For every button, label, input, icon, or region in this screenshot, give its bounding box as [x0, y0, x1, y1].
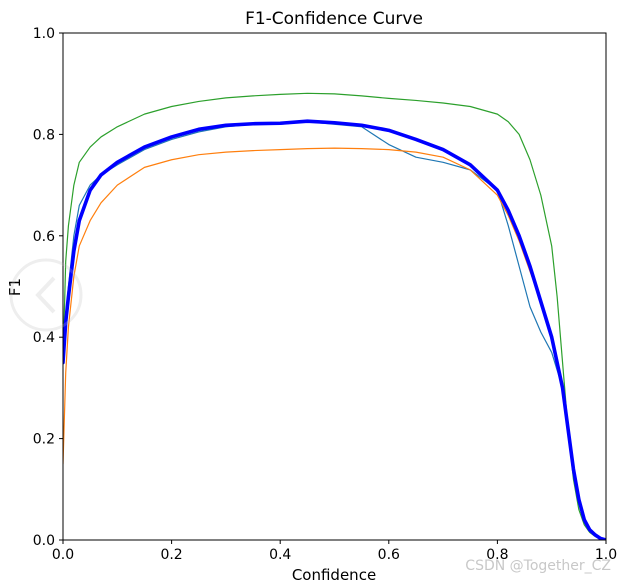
- y-tick-label: 0.4: [33, 330, 55, 346]
- y-tick-label: 0.2: [33, 432, 55, 448]
- tick-layer: 0.0 0.2 0.4 0.6 0.8 1.0 0.0 0.2 0.4 0.6 0.8 1.0: [33, 26, 617, 563]
- y-tick-label: 0.0: [33, 533, 55, 549]
- x-tick-label: 0.8: [486, 547, 508, 563]
- y-tick-label: 0.6: [33, 229, 55, 245]
- x-tick-label: 0.0: [52, 547, 74, 563]
- y-tick-label: 0.8: [33, 127, 55, 143]
- y-axis-label: F1: [6, 278, 24, 296]
- plot-frame: [62, 32, 607, 541]
- series-layer: [63, 92, 606, 540]
- x-axis-label: Confidence: [292, 566, 376, 584]
- x-tick-label: 0.4: [269, 547, 291, 563]
- chevron-left-icon: [9, 258, 83, 332]
- watermark-text: CSDN @Together_CZ: [465, 558, 611, 574]
- x-tick-label: 0.6: [378, 547, 400, 563]
- y-tick-label: 1.0: [33, 26, 55, 42]
- series-line-3: [63, 119, 606, 540]
- chart-title: F1-Confidence Curve: [245, 9, 423, 29]
- x-tick-label: 0.2: [160, 547, 182, 563]
- x-tick-label: 1.0: [595, 547, 617, 563]
